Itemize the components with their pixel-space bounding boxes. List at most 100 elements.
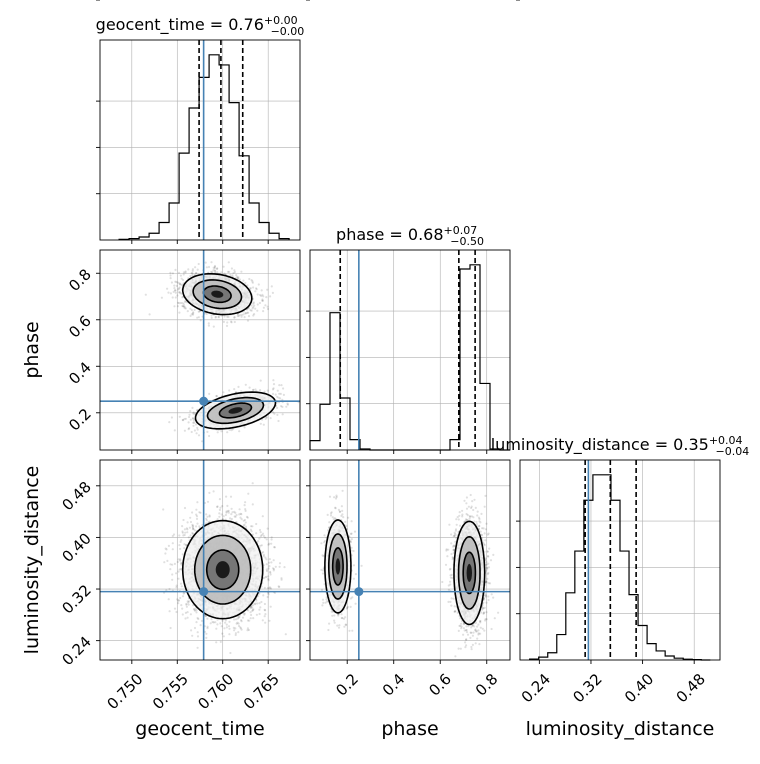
title-lower-error: −0.00 [271,25,305,38]
scatter-point [244,504,246,506]
scatter-point [188,604,190,606]
scatter-point [195,611,197,613]
scatter-point [260,423,262,425]
scatter-point [228,625,230,627]
panel-title-phase: phase = 0.68+0.07−0.50 [336,224,484,248]
scatter-point [192,533,194,535]
scatter-point [166,288,168,290]
scatter-point [258,609,260,611]
scatter-point [268,620,270,622]
scatter-point [229,274,231,276]
scatter-point [272,292,274,294]
scatter-point [205,513,207,515]
scatter-point [272,411,274,413]
scatter-point [258,283,260,285]
scatter-point [233,269,235,271]
scatter-point [245,384,247,386]
2d-panel-content [100,250,311,450]
scatter-point [250,614,252,616]
scatter-point [184,307,186,309]
scatter-point [168,545,170,547]
scatter-point [216,395,218,397]
histogram-frame-luminosity_distance [520,460,720,660]
scatter-point [196,518,198,520]
scatter-point [248,315,250,317]
scatter-point [171,573,173,575]
scatter-point [250,611,252,613]
scatter-point [228,389,230,391]
scatter-point [234,627,236,629]
scatter-point [268,567,270,569]
scatter-point [178,312,180,314]
scatter-point [276,407,278,409]
scatter-point [174,429,176,431]
scatter-point [282,413,284,415]
scatter-point [277,420,279,422]
scatter-point [197,269,199,271]
scatter-point [179,597,181,599]
scatter-point [206,266,208,268]
scatter-point [261,289,263,291]
scatter-point [170,627,172,629]
scatter-point [275,566,277,568]
scatter-point [237,386,239,388]
scatter-point [210,271,212,273]
scatter-point [258,602,260,604]
scatter-point [174,563,176,565]
scatter-point [272,393,274,395]
scatter-point [242,280,244,282]
scatter-point [245,526,247,528]
scatter-point [196,501,198,503]
scatter-point [190,419,192,421]
scatter-point [187,268,189,270]
scatter-point [255,532,257,534]
scatter-point [259,606,261,608]
scatter-point [168,598,170,600]
scatter-point [195,272,197,274]
scatter-point [233,317,235,319]
scatter-point [194,429,196,431]
scatter-point [198,263,200,265]
scatter-point [164,552,166,554]
scatter-point [191,511,193,513]
scatter-point [196,515,198,517]
scatter-point [267,306,269,308]
scatter-point [241,316,243,318]
scatter-point [244,316,246,318]
scatter-point [212,621,214,623]
scatter-point [178,544,180,546]
scatter-point [256,614,258,616]
scatter-point [238,430,240,432]
scatter-point [182,532,184,534]
scatter-point [252,389,254,391]
scatter-point [174,269,176,271]
scatter-point [195,525,197,527]
scatter-point [149,313,151,315]
scatter-point [178,571,180,573]
scatter-point [235,274,237,276]
scatter-point [210,314,212,316]
scatter-point [273,383,275,385]
scatter-point [190,315,192,317]
scatter-point [169,272,171,274]
scatter-point [265,296,267,298]
scatter-point [256,310,258,312]
scatter-point [252,303,254,305]
scatter-point [244,282,246,284]
scatter-point [193,422,195,424]
scatter-point [191,274,193,276]
scatter-point [168,421,170,423]
scatter-point [263,307,265,309]
scatter-point [208,322,210,324]
scatter-point [172,296,174,298]
scatter-point [226,325,228,327]
scatter-point [175,572,177,574]
scatter-point [249,309,251,311]
scatter-point [240,271,242,273]
scatter-point [215,316,217,318]
scatter-point [190,613,192,615]
scatter-point [171,281,173,283]
scatter-point [189,410,191,412]
